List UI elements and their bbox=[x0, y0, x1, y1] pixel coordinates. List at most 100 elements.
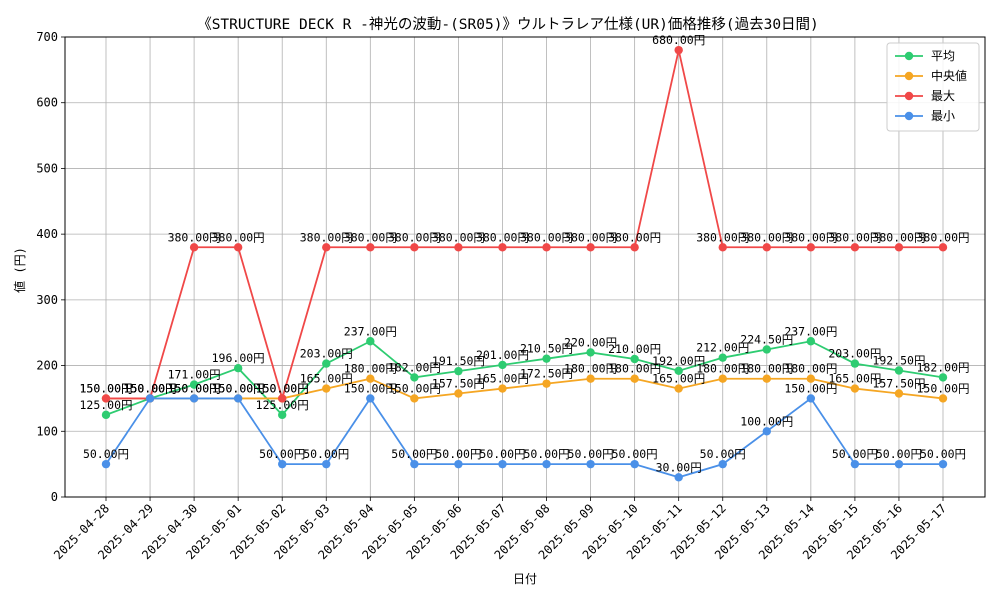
data-point bbox=[586, 374, 595, 383]
data-point bbox=[850, 243, 860, 252]
data-label: 203.00円 bbox=[828, 347, 881, 361]
data-label: 192.50円 bbox=[872, 354, 925, 368]
data-point bbox=[454, 243, 463, 252]
data-point bbox=[366, 243, 375, 252]
series-line bbox=[106, 49, 943, 402]
data-point bbox=[674, 45, 683, 55]
data-label: 50.00円 bbox=[920, 447, 966, 461]
data-point bbox=[674, 473, 683, 482]
data-label: 380.00円 bbox=[916, 230, 969, 244]
data-point bbox=[850, 359, 860, 368]
data-point bbox=[189, 394, 199, 403]
data-point bbox=[630, 459, 639, 469]
data-label: 380.00円 bbox=[476, 230, 529, 244]
data-label: 50.00円 bbox=[83, 447, 129, 461]
y-tick-label: 500 bbox=[36, 161, 58, 175]
data-label: 380.00円 bbox=[784, 230, 837, 244]
data-label: 125.00円 bbox=[256, 398, 309, 412]
data-label: 380.00円 bbox=[300, 230, 353, 244]
data-label: 171.00円 bbox=[168, 368, 221, 382]
data-point bbox=[718, 353, 727, 362]
data-label: 150.00円 bbox=[79, 381, 132, 395]
data-label: 380.00円 bbox=[828, 230, 881, 244]
data-label: 150.00円 bbox=[256, 381, 309, 395]
data-label: 150.00円 bbox=[212, 381, 265, 395]
data-point bbox=[586, 459, 595, 469]
data-label: 50.00円 bbox=[259, 447, 305, 461]
y-tick-label: 0 bbox=[51, 490, 58, 504]
legend-marker bbox=[904, 51, 914, 61]
data-point bbox=[542, 379, 551, 388]
data-point bbox=[542, 354, 551, 363]
data-point bbox=[762, 374, 771, 383]
series-line bbox=[105, 340, 944, 417]
legend-marker bbox=[904, 91, 914, 101]
data-label: 237.00円 bbox=[344, 324, 397, 338]
data-label: 380.00円 bbox=[608, 230, 661, 244]
data-label: 165.00円 bbox=[300, 372, 353, 386]
y-tick-label: 100 bbox=[36, 424, 58, 438]
data-label: 30.00円 bbox=[656, 460, 702, 474]
data-label: 50.00円 bbox=[303, 447, 349, 461]
data-point bbox=[762, 427, 771, 436]
data-point bbox=[454, 389, 463, 398]
data-label: 150.00円 bbox=[124, 381, 177, 395]
data-point bbox=[278, 459, 287, 469]
data-label: 182.00円 bbox=[916, 360, 969, 374]
data-point bbox=[366, 337, 375, 346]
y-tick-label: 600 bbox=[36, 96, 58, 110]
data-label: 180.00円 bbox=[696, 362, 749, 376]
data-label: 150.00円 bbox=[916, 381, 969, 395]
data-label: 201.00円 bbox=[476, 348, 529, 362]
data-point bbox=[498, 384, 507, 393]
chart-title: 《STRUCTURE DECK R -神光の波動-(SR05)》ウルトラレア仕様… bbox=[197, 16, 819, 33]
data-label: 150.00円 bbox=[784, 381, 837, 395]
series-group bbox=[101, 45, 948, 482]
legend-label: 最小 bbox=[931, 109, 955, 123]
data-point bbox=[938, 243, 948, 252]
data-point bbox=[806, 374, 816, 383]
data-point bbox=[542, 459, 551, 469]
data-point bbox=[586, 243, 595, 252]
data-label: 180.00円 bbox=[564, 362, 617, 376]
data-label: 203.00円 bbox=[300, 347, 353, 361]
data-point bbox=[322, 384, 331, 393]
data-label: 196.00円 bbox=[212, 351, 265, 365]
data-label: 150.00円 bbox=[344, 381, 397, 395]
data-label: 380.00円 bbox=[168, 230, 221, 244]
data-label: 380.00円 bbox=[388, 230, 441, 244]
data-point bbox=[630, 354, 639, 364]
data-point bbox=[498, 459, 507, 469]
data-label: 380.00円 bbox=[872, 230, 925, 244]
data-point bbox=[366, 394, 375, 403]
legend-marker bbox=[904, 71, 914, 81]
legend-box bbox=[886, 42, 980, 132]
data-label: 150.00円 bbox=[388, 381, 441, 395]
data-point bbox=[233, 243, 243, 252]
legend-label: 最大 bbox=[931, 89, 955, 103]
data-point bbox=[454, 366, 463, 376]
data-label: 380.00円 bbox=[212, 230, 265, 244]
legend-marker bbox=[904, 111, 914, 121]
data-point bbox=[498, 243, 507, 252]
data-point bbox=[542, 243, 551, 252]
plot-frame bbox=[64, 36, 986, 498]
data-point bbox=[762, 243, 771, 252]
data-label: 380.00円 bbox=[696, 230, 749, 244]
data-point bbox=[233, 394, 243, 403]
data-label: 212.00円 bbox=[696, 341, 749, 355]
x-axis-label: 日付 bbox=[513, 572, 537, 586]
data-point bbox=[806, 337, 816, 346]
data-label: 50.00円 bbox=[700, 447, 746, 461]
data-label: 220.00円 bbox=[564, 335, 617, 349]
data-label: 180.00円 bbox=[344, 362, 397, 376]
data-label: 150.00円 bbox=[124, 381, 177, 395]
data-point bbox=[894, 459, 904, 469]
data-label: 125.00円 bbox=[79, 398, 132, 412]
data-label: 180.00円 bbox=[740, 362, 793, 376]
data-label: 157.50円 bbox=[432, 377, 485, 391]
data-label: 50.00円 bbox=[435, 447, 481, 461]
data-label: 210.50円 bbox=[520, 342, 573, 356]
data-label: 150.00円 bbox=[79, 381, 132, 395]
